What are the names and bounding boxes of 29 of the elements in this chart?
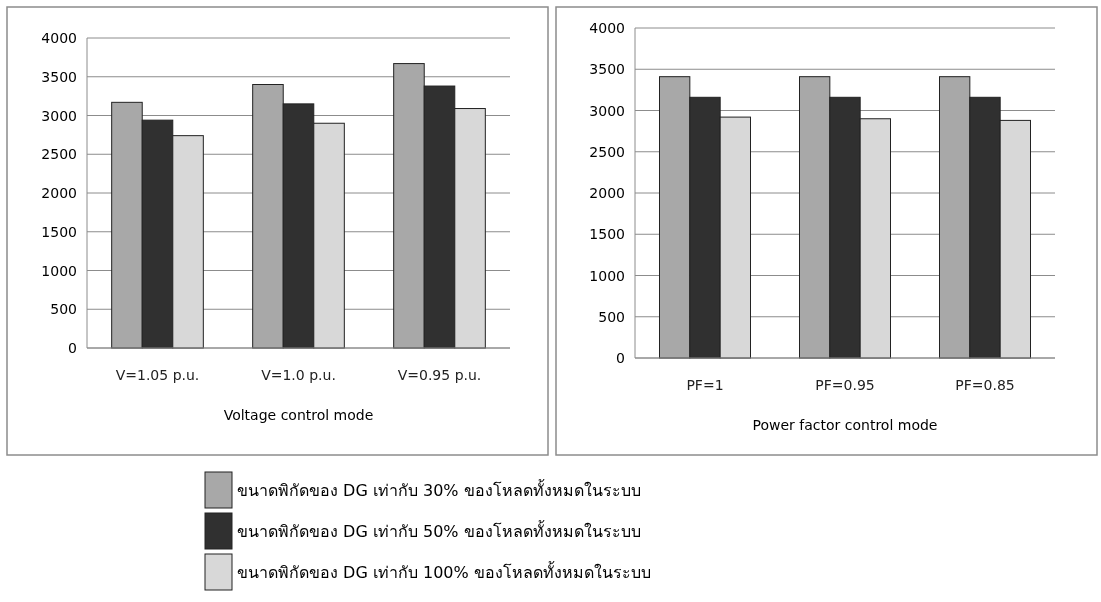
y-tick-label: 4000: [41, 30, 77, 46]
y-tick-label: 2500: [41, 146, 77, 163]
x-axis-title: Power factor control mode: [752, 417, 938, 433]
y-tick-label: 500: [50, 301, 77, 318]
x-tick-label: V=1.0 p.u.: [261, 367, 336, 383]
y-tick-label: 500: [598, 308, 625, 325]
y-tick-label: 2000: [589, 185, 625, 201]
y-tick-label: 2000: [41, 185, 77, 201]
y-tick-label: 1500: [41, 223, 77, 240]
y-tick-label: 3500: [41, 68, 77, 85]
y-tick-label: 1000: [589, 267, 625, 284]
y-tick-label: 0: [68, 340, 77, 356]
x-axis-title: Voltage control mode: [223, 407, 374, 423]
y-tick-label: 0: [616, 350, 625, 366]
y-tick-label: 2500: [589, 143, 625, 160]
y-tick-label: 3500: [589, 61, 625, 78]
x-tick-label: V=0.95 p.u.: [397, 367, 482, 383]
y-tick-label: 3000: [41, 107, 77, 124]
legend-label: ขนาดพิกัดของ DG เท่ากับ 50% ของโหลดทั้งหมดในระบบ: [237, 520, 641, 541]
x-tick-label: PF=1: [686, 377, 724, 393]
legend-label: ขนาดพิกัดของ DG เท่ากับ 100% ของโหลดทั้งหมดในระบบ: [237, 561, 651, 582]
y-tick-label: 1500: [589, 226, 625, 243]
x-tick-label: PF=0.85: [955, 377, 1015, 393]
legend-label: ขนาดพิกัดของ DG เท่ากับ 30% ของโหลดทั้งหมดในระบบ: [237, 479, 641, 500]
y-tick-label: 4000: [589, 20, 625, 36]
y-tick-label: 3000: [589, 102, 625, 119]
x-tick-label: V=1.05 p.u.: [115, 367, 200, 383]
x-tick-label: PF=0.95: [815, 377, 875, 393]
y-tick-label: 1000: [41, 262, 77, 279]
